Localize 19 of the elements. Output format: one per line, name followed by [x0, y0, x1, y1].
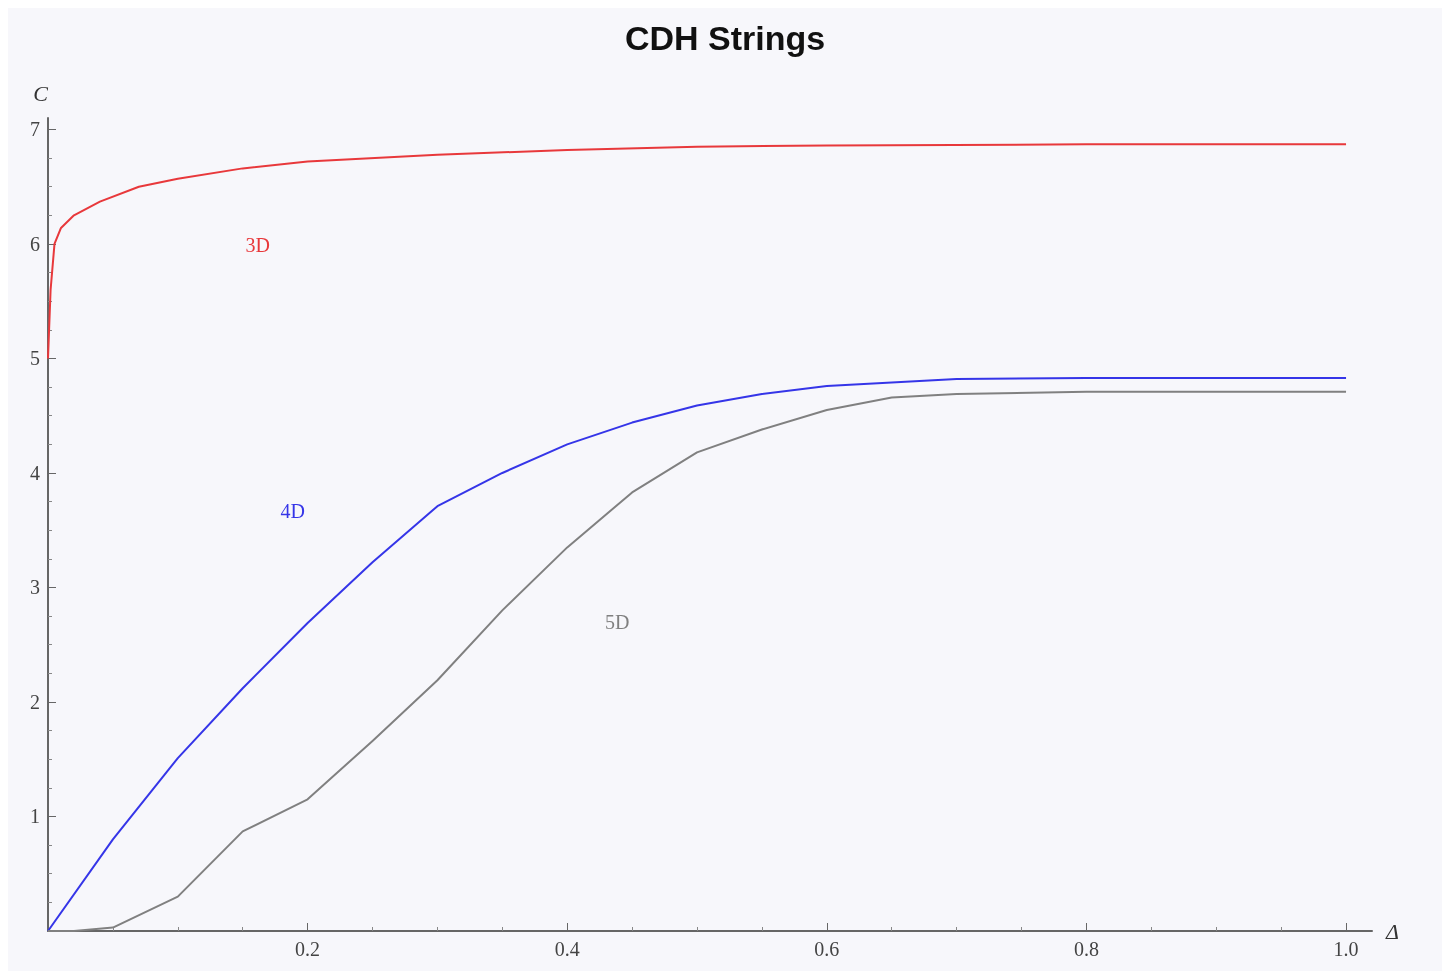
text: 3D — [245, 234, 270, 257]
x-tick-label: 0.8 — [1073, 938, 1099, 960]
x-tick-label: 0.6 — [814, 938, 840, 960]
x-tick-label: 1.0 — [1333, 938, 1359, 960]
y-tick-label: 1 — [30, 805, 40, 828]
line-series — [47, 143, 1348, 360]
y-tick-label: 5 — [30, 347, 40, 370]
y-tick-label: 7 — [30, 118, 40, 141]
y-tick-label: 4 — [30, 461, 40, 484]
x-axis-title: Δ — [1385, 918, 1399, 944]
text: 4D — [280, 499, 305, 522]
text: 5D — [604, 611, 630, 634]
y-tick-label: 2 — [30, 690, 40, 713]
y-tick-label: 6 — [30, 232, 40, 255]
x-tick-label: 0.4 — [554, 938, 580, 960]
x-tick-label: 0.2 — [295, 938, 321, 960]
y-tick-label: 3 — [30, 576, 40, 599]
chart-title: CDH Strings — [624, 19, 826, 57]
y-axis-title: C — [33, 80, 49, 106]
